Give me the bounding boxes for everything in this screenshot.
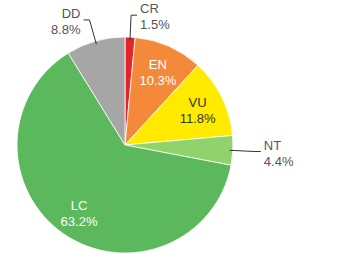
data-label: 1.5% bbox=[140, 17, 170, 32]
slice-name: EN bbox=[149, 57, 167, 72]
slice-name: LC bbox=[71, 198, 88, 213]
slice-name: VU bbox=[189, 95, 207, 110]
leader-line bbox=[130, 15, 137, 40]
slice-name: CR bbox=[140, 1, 159, 16]
pie bbox=[17, 37, 233, 253]
data-label: 4.4% bbox=[264, 154, 294, 169]
labels: CR1.5% EN10.3% VU11.8% NT4.4% LC63.2% DD8.8% bbox=[51, 1, 294, 229]
data-label: 63.2% bbox=[61, 214, 98, 229]
slice-name: DD bbox=[62, 6, 81, 21]
chart: CR1.5% EN10.3% VU11.8% NT4.4% LC63.2% DD8.8% bbox=[0, 0, 355, 254]
data-label: 10.3% bbox=[139, 73, 176, 88]
data-label: 11.8% bbox=[180, 111, 216, 126]
slice bbox=[125, 65, 233, 145]
slice bbox=[68, 37, 125, 145]
leader-line bbox=[84, 20, 97, 44]
slice-name: NT bbox=[264, 138, 281, 153]
data-label: 8.8% bbox=[51, 22, 81, 37]
leader-line bbox=[230, 150, 261, 151]
